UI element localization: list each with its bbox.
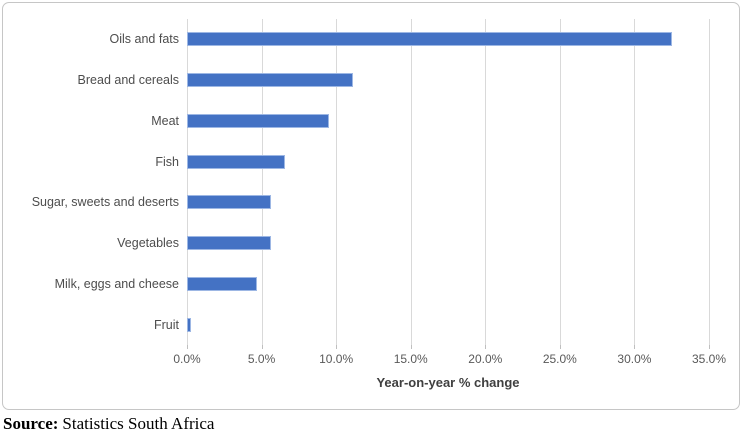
bar	[187, 154, 286, 169]
tick-mark	[559, 345, 561, 349]
gridline	[485, 19, 487, 345]
x-tick-label: 35.0%	[691, 352, 727, 366]
bar	[187, 32, 672, 47]
tick-mark	[634, 345, 636, 349]
bar-row: Milk, eggs and cheese	[55, 264, 709, 305]
bar	[187, 73, 353, 88]
tick-mark	[485, 345, 487, 349]
bar	[187, 276, 258, 291]
tick-mark	[261, 345, 263, 349]
source-text: Statistics South Africa	[62, 414, 215, 433]
gridline	[709, 19, 710, 345]
tick-mark	[336, 345, 338, 349]
category-label: Oils and fats	[109, 32, 179, 47]
tick-mark	[187, 345, 188, 349]
bar-row: Fish	[155, 141, 709, 182]
category-label: Bread and cereals	[77, 73, 179, 88]
x-tick-label: 5.0%	[247, 352, 276, 366]
bar	[187, 195, 271, 210]
bar-row: Bread and cereals	[78, 60, 709, 101]
x-tick-label: 30.0%	[617, 352, 652, 366]
category-label: Meat	[151, 113, 179, 128]
bar-row: Fruit	[154, 304, 709, 345]
plot-area: Oils and fats Bread and cereals Meat Fish Su…	[32, 19, 710, 349]
category-label: Vegetables	[117, 236, 179, 251]
gridline	[634, 19, 636, 345]
category-label: Sugar, sweets and deserts	[31, 195, 179, 210]
bar	[187, 113, 329, 128]
gridline	[187, 19, 188, 345]
gridline	[261, 19, 263, 345]
bar-row: Oils and fats	[110, 19, 709, 60]
bar-row: Meat	[151, 101, 709, 142]
gridline	[559, 19, 561, 345]
category-label: Fruit	[154, 317, 179, 332]
gridline	[336, 19, 338, 345]
category-label: Fish	[155, 154, 179, 169]
x-axis-title: Year-on-year % change	[376, 375, 520, 390]
x-axis-tick-labels: 0.0% 5.0% 10.0% 15.0% 20.0% 25.0% 30.0% 35.0%	[173, 352, 726, 368]
x-tick-label: 25.0%	[542, 352, 577, 366]
source-label: Source:	[3, 414, 59, 433]
gridline	[410, 19, 412, 345]
tick-mark	[709, 345, 710, 349]
bar	[187, 236, 271, 251]
bar	[187, 317, 192, 332]
x-tick-label: 15.0%	[393, 352, 428, 366]
bar-row: Sugar, sweets and deserts	[32, 182, 709, 223]
source-note: Source: Statistics South Africa	[3, 414, 214, 434]
x-tick-label: 20.0%	[468, 352, 503, 366]
x-tick-label: 10.0%	[319, 352, 354, 366]
bar-row: Vegetables	[117, 223, 709, 264]
x-tick-label: 0.0%	[173, 352, 201, 366]
category-label: Milk, eggs and cheese	[54, 276, 179, 291]
chart-container: Oils and fats Bread and cereals Meat Fish Su…	[2, 2, 740, 410]
tick-mark	[410, 345, 412, 349]
